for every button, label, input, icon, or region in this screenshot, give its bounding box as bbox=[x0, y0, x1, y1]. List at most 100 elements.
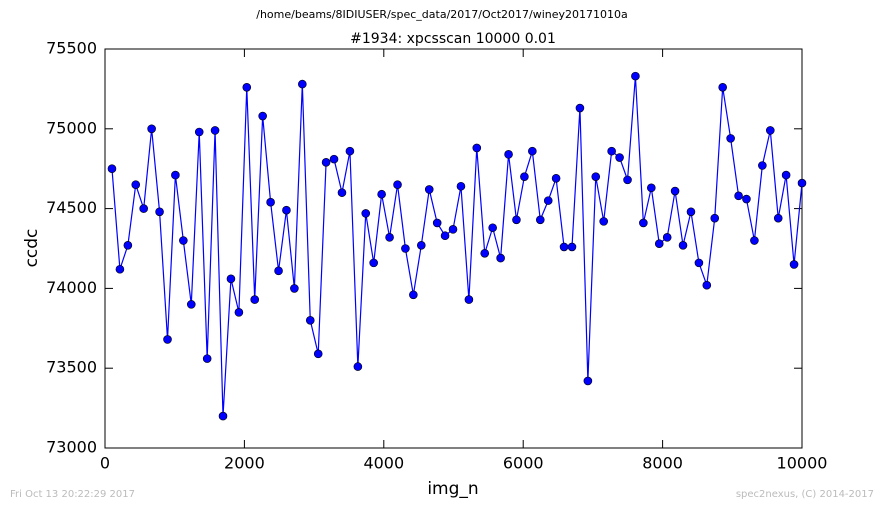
data-point bbox=[282, 205, 291, 215]
data-point bbox=[448, 225, 458, 234]
data-point bbox=[702, 280, 712, 290]
data-point bbox=[155, 207, 164, 217]
data-point bbox=[710, 213, 720, 223]
data-point bbox=[718, 83, 727, 92]
data-point bbox=[694, 258, 704, 268]
data-point bbox=[258, 111, 267, 121]
data-point bbox=[305, 316, 315, 325]
y-tick-label: 74000 bbox=[46, 278, 97, 297]
data-point bbox=[758, 161, 767, 170]
data-point bbox=[409, 290, 418, 300]
data-point bbox=[115, 264, 125, 274]
data-point bbox=[377, 189, 386, 199]
data-point bbox=[599, 217, 609, 226]
data-point bbox=[567, 242, 577, 252]
x-tick-label: 2000 bbox=[224, 454, 265, 473]
data-point bbox=[496, 253, 505, 263]
data-point bbox=[385, 233, 394, 242]
data-point bbox=[432, 218, 442, 228]
data-point bbox=[321, 158, 331, 167]
data-point bbox=[512, 215, 521, 225]
data-point bbox=[607, 146, 616, 156]
data-point bbox=[361, 209, 371, 218]
data-point bbox=[781, 170, 791, 180]
data-point bbox=[615, 153, 624, 162]
x-tick-label: 8000 bbox=[642, 454, 683, 473]
data-point bbox=[424, 185, 434, 194]
data-point bbox=[179, 236, 188, 245]
data-point bbox=[472, 143, 482, 153]
data-point bbox=[647, 183, 656, 193]
data-point bbox=[353, 362, 363, 371]
plot-frame bbox=[104, 48, 803, 449]
data-point bbox=[520, 172, 529, 181]
data-point bbox=[440, 231, 450, 241]
data-point bbox=[337, 188, 347, 197]
data-point bbox=[480, 248, 490, 258]
data-point bbox=[456, 181, 466, 191]
data-point bbox=[488, 223, 497, 233]
data-point bbox=[535, 215, 545, 225]
data-point bbox=[639, 218, 648, 228]
data-point bbox=[401, 244, 410, 253]
data-point bbox=[631, 71, 640, 81]
data-point bbox=[242, 83, 252, 92]
data-point bbox=[194, 127, 204, 137]
data-point bbox=[575, 103, 585, 113]
data-point bbox=[551, 173, 561, 183]
data-point bbox=[623, 175, 632, 185]
data-point bbox=[543, 196, 553, 205]
data-point bbox=[139, 204, 148, 213]
data-point bbox=[678, 241, 688, 250]
data-point bbox=[131, 180, 141, 189]
data-point bbox=[250, 295, 260, 304]
data-point bbox=[528, 146, 537, 156]
data-point bbox=[163, 335, 172, 344]
data-point bbox=[765, 126, 775, 135]
data-point bbox=[234, 308, 244, 317]
data-point bbox=[686, 207, 696, 217]
data-point bbox=[345, 146, 355, 156]
data-point bbox=[742, 194, 751, 204]
data-point bbox=[202, 354, 212, 363]
x-tick-label: 10000 bbox=[777, 454, 828, 473]
data-point bbox=[670, 186, 680, 196]
y-tick-label: 75500 bbox=[46, 39, 97, 58]
data-point bbox=[266, 197, 275, 207]
data-point bbox=[654, 239, 664, 249]
data-point bbox=[226, 274, 236, 284]
data-point bbox=[797, 178, 807, 188]
data-point bbox=[464, 295, 474, 304]
data-point bbox=[107, 164, 117, 173]
y-tick-label: 73500 bbox=[46, 358, 97, 377]
data-point bbox=[789, 260, 799, 269]
data-point bbox=[504, 150, 513, 159]
data-point bbox=[416, 241, 426, 250]
data-point bbox=[750, 236, 759, 245]
y-tick-label: 73000 bbox=[46, 438, 97, 457]
x-tick-label: 4000 bbox=[363, 454, 404, 473]
data-point bbox=[662, 233, 672, 242]
data-point bbox=[773, 213, 783, 223]
data-point bbox=[393, 180, 402, 189]
data-point bbox=[290, 284, 299, 293]
data-point bbox=[147, 124, 156, 134]
data-point bbox=[369, 258, 378, 268]
data-point bbox=[298, 79, 307, 89]
data-point bbox=[726, 134, 735, 143]
data-point bbox=[210, 126, 220, 135]
data-point bbox=[274, 266, 283, 276]
data-point bbox=[123, 241, 133, 250]
chart-title: #1934: xpcsscan 10000 0.01 bbox=[350, 31, 556, 47]
footer-credit: spec2nexus, (C) 2014-2017 bbox=[736, 489, 874, 500]
y-tick-label: 74500 bbox=[46, 198, 97, 217]
y-axis-label: ccdc bbox=[22, 229, 42, 268]
data-point bbox=[591, 172, 601, 181]
data-point bbox=[329, 154, 339, 164]
x-tick-label: 0 bbox=[100, 454, 110, 473]
data-point bbox=[171, 170, 180, 180]
suptitle: /home/beams/8IDIUSER/spec_data/2017/Oct2… bbox=[256, 8, 628, 21]
data-point bbox=[559, 242, 569, 252]
data-point bbox=[583, 376, 593, 386]
